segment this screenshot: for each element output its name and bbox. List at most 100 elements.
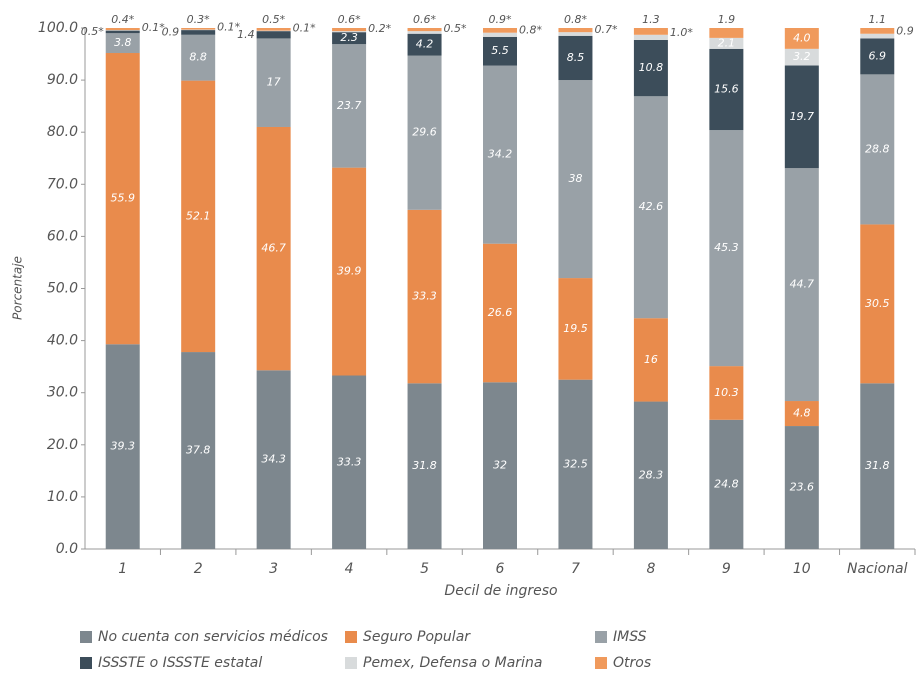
bar-segment [558, 278, 593, 380]
value-label: 42.6 [639, 200, 664, 213]
bar-segment [860, 383, 895, 549]
value-label: 10.8 [639, 61, 664, 74]
bar-segment [558, 80, 593, 279]
bar-segment [483, 32, 517, 37]
y-tick-label: 80.0 [47, 124, 78, 140]
y-tick-label: 50.0 [47, 281, 78, 297]
value-label: 0.9* [489, 13, 512, 26]
bar-segment [709, 48, 744, 131]
bar-segment [633, 39, 668, 97]
bar-segment [332, 167, 367, 376]
value-label: 0.1* [293, 22, 316, 35]
bar-segment [558, 35, 593, 81]
value-label: 3.2 [793, 50, 811, 63]
bar-segment [332, 44, 367, 168]
value-label: 28.8 [865, 142, 890, 155]
value-label: 29.6 [412, 126, 437, 139]
bar-segment [633, 318, 668, 402]
bar-segment [105, 344, 140, 549]
bar-segment [256, 370, 291, 549]
value-label: 24.8 [714, 477, 739, 490]
y-tick-label: 100.0 [38, 20, 78, 36]
bar-segment [784, 65, 819, 169]
bar-segment [181, 80, 216, 353]
value-label: 5.5 [491, 44, 509, 57]
value-label: 31.8 [865, 459, 890, 472]
y-tick-label: 70.0 [47, 176, 78, 192]
x-tick-label: 2 [194, 561, 203, 577]
bar-segment [256, 30, 291, 32]
bar-segment [633, 28, 668, 35]
bar-segment [407, 209, 442, 384]
value-label: 0.6* [338, 13, 361, 26]
legend-swatch [80, 657, 92, 669]
x-tick-label: 4 [345, 561, 354, 577]
bar-segment [407, 33, 442, 56]
bar-segment [105, 33, 140, 54]
bar-segment [709, 28, 744, 38]
value-label: 0.8* [564, 13, 587, 26]
bar-segment [181, 352, 216, 549]
bar-segment [709, 37, 744, 49]
bar-segment [407, 55, 442, 210]
y-tick-label: 40.0 [47, 333, 78, 349]
bar-segment [784, 48, 819, 66]
value-label: 31.8 [412, 459, 437, 472]
legend-swatch [595, 657, 607, 669]
value-label: 37.8 [186, 444, 211, 457]
value-label: 4.8 [793, 407, 811, 420]
value-label: 26.6 [488, 306, 513, 319]
bar-segment [181, 30, 216, 35]
bar-segment [332, 32, 367, 45]
legend-label: IMSS [613, 629, 647, 645]
value-label: 8.8 [189, 51, 207, 64]
value-label: 0.5* [444, 22, 467, 35]
bar-segment [256, 28, 291, 31]
y-tick-label: 90.0 [47, 72, 78, 88]
value-label: 0.8* [519, 24, 542, 37]
legend-swatch [595, 631, 607, 643]
value-label: 1.9 [718, 13, 736, 26]
value-label: 19.5 [563, 322, 588, 335]
bar-segment [483, 243, 517, 383]
value-label: 33.3 [412, 290, 437, 303]
bar-segment [558, 379, 593, 549]
value-label: 19.7 [790, 110, 815, 123]
value-label: 0.6* [413, 13, 436, 26]
bar-segment [633, 34, 668, 40]
value-label: 0.5* [262, 13, 285, 26]
bar-segment [407, 383, 442, 549]
legend-label: Pemex, Defensa o Marina [363, 655, 542, 671]
value-label: 28.3 [639, 468, 664, 481]
y-tick-label: 0.0 [56, 541, 78, 557]
value-label: 10.3 [714, 386, 739, 399]
value-label: 2.1 [718, 36, 736, 49]
value-label: 0.1* [142, 21, 165, 34]
value-label: 0.2* [368, 22, 391, 35]
value-label: 32 [493, 459, 507, 472]
value-label: 23.6 [790, 481, 815, 494]
bar-segment [332, 28, 367, 32]
value-label: 6.9 [869, 49, 887, 62]
x-tick-label: 5 [420, 561, 429, 577]
bar-segment [860, 224, 895, 384]
bar-segment [256, 31, 291, 39]
value-label: 15.6 [714, 82, 739, 95]
value-label: 0.9 [896, 25, 914, 38]
bar-segment [332, 31, 367, 33]
value-label: 3.8 [114, 36, 132, 49]
bar-segment [105, 30, 140, 34]
bar-segment [860, 74, 895, 225]
bar-segment [784, 426, 819, 549]
bar-segment [105, 28, 140, 31]
bar-segment [256, 126, 291, 371]
value-label: 0.7* [594, 23, 617, 36]
x-tick-label: 1 [118, 561, 127, 577]
legend-label: Otros [613, 655, 651, 671]
value-label: 4.0 [793, 31, 811, 44]
value-label: 0.3* [187, 13, 210, 26]
value-label: 1.0* [670, 26, 693, 39]
bar-segment [181, 29, 216, 31]
value-label: 44.7 [790, 278, 815, 291]
value-label: 34.2 [488, 148, 513, 161]
